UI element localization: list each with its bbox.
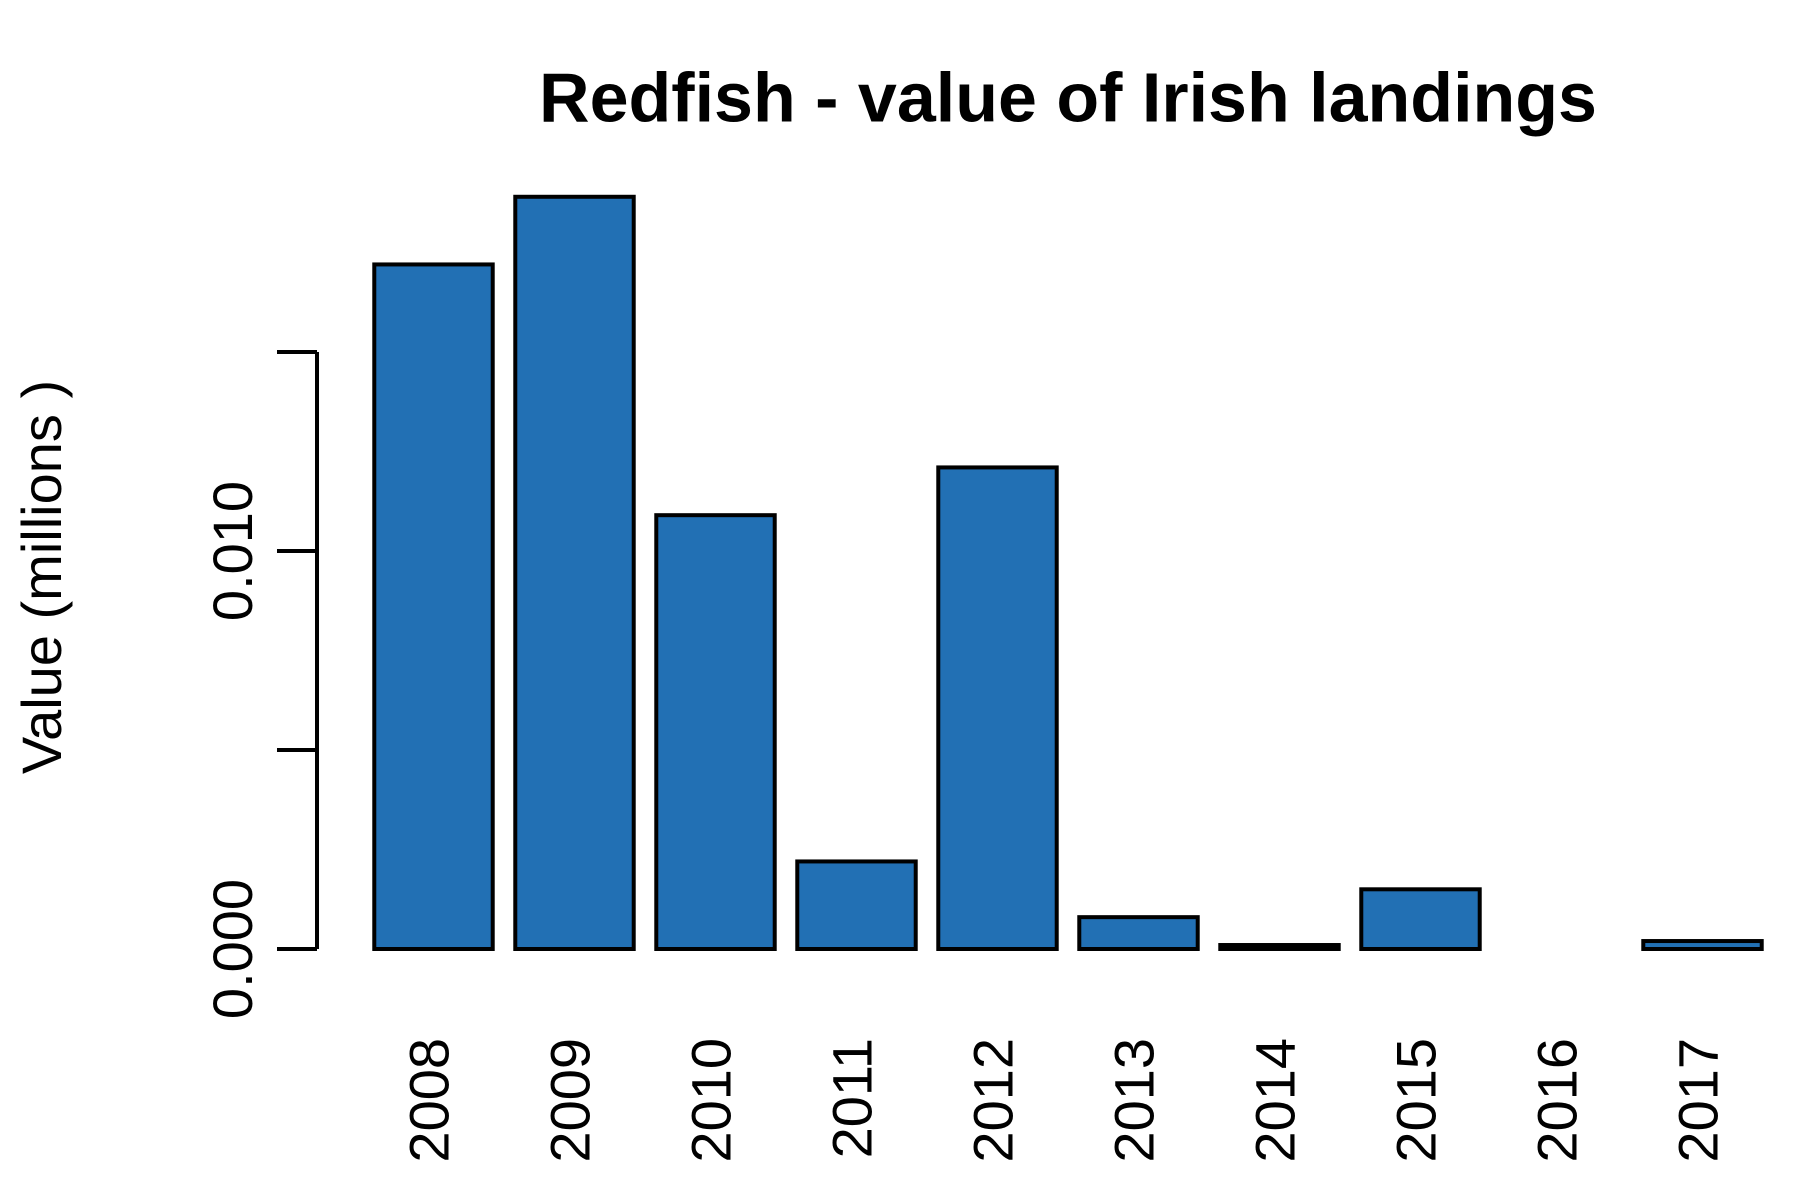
chart-title: Redfish - value of Irish landings: [539, 58, 1597, 136]
bar: [513, 194, 636, 951]
y-tick-label: 0.010: [201, 481, 264, 621]
bar: [1077, 915, 1200, 951]
x-tick-label: 2013: [1102, 1038, 1165, 1163]
x-tick-label: 2010: [679, 1038, 742, 1163]
x-tick-label: 2011: [820, 1038, 883, 1158]
x-tick-label: 2008: [397, 1038, 460, 1163]
x-tick-label: 2017: [1666, 1038, 1729, 1163]
x-tick-label: 2015: [1384, 1038, 1447, 1163]
bar: [654, 513, 777, 951]
bar: [795, 859, 918, 951]
bar: [936, 465, 1059, 951]
bar: [372, 262, 495, 951]
x-tick-label: 2012: [961, 1038, 1024, 1163]
y-tick-label: 0.000: [201, 879, 264, 1019]
bar: [1641, 939, 1764, 951]
bar: [1218, 943, 1341, 952]
x-tick-label: 2014: [1243, 1038, 1306, 1163]
y-axis-label: Value (millions ): [10, 380, 73, 774]
bar: [1359, 887, 1482, 951]
x-tick-label: 2009: [538, 1038, 601, 1163]
x-tick-label: 2016: [1525, 1038, 1588, 1163]
